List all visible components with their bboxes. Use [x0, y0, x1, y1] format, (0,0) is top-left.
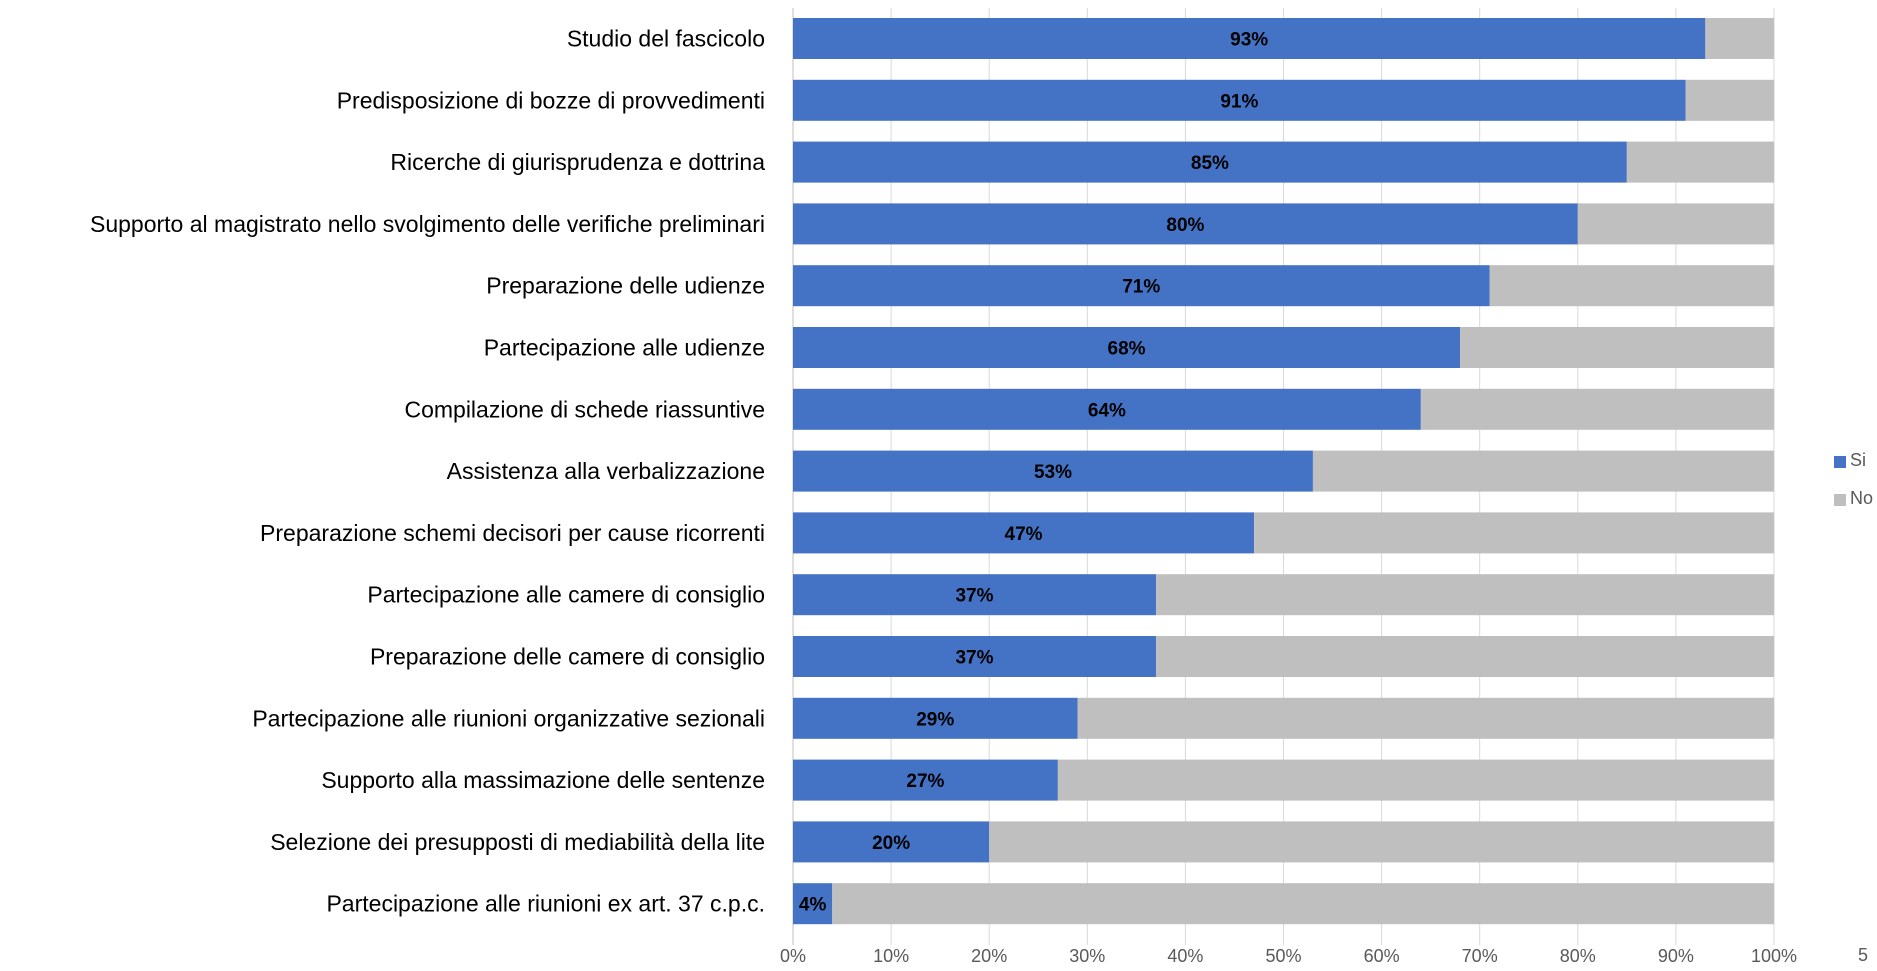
category-label: Preparazione delle udienze: [486, 273, 765, 299]
category-label: Studio del fascicolo: [567, 26, 765, 52]
bar-si: [793, 697, 1078, 739]
bars: [793, 18, 1774, 925]
page-number: 5: [1858, 945, 1868, 965]
bar-no: [1155, 574, 1774, 616]
x-tick-label: 50%: [1265, 946, 1301, 966]
bar-no: [1460, 327, 1774, 368]
category-label: Supporto al magistrato nello svolgimento…: [90, 211, 765, 237]
x-axis-ticks: 0% 10% 20% 30% 40% 50% 60% 70% 80% 90% 100%: [780, 946, 1797, 966]
data-label-si: 85%: [1191, 153, 1229, 174]
bar-si: [793, 512, 1255, 554]
data-label-si: 37%: [955, 648, 993, 669]
x-tick-label: 30%: [1069, 946, 1105, 966]
category-label: Predisposizione di bozze di provvediment…: [337, 87, 765, 113]
category-label: Partecipazione alle camere di consiglio: [367, 582, 765, 608]
data-label-si: 91%: [1220, 91, 1258, 112]
bar-si: [793, 203, 1578, 245]
legend-label: Si: [1850, 450, 1866, 470]
legend-swatch: [1834, 494, 1846, 506]
x-tick-label: 80%: [1560, 946, 1596, 966]
legend-swatch: [1834, 456, 1846, 468]
legend-label: No: [1850, 488, 1873, 508]
bar-no: [1254, 512, 1774, 554]
data-label-si: 47%: [1005, 524, 1043, 545]
data-labels: 93% 91% 85% 80% 71% 68% 64% 53% 47% 37% 37% 29% 27% 2…: [799, 30, 1268, 916]
data-label-si: 64%: [1088, 400, 1126, 421]
bar-no: [1489, 265, 1774, 307]
bar-no: [1312, 450, 1774, 492]
data-label-si: 80%: [1166, 215, 1204, 236]
bar-si: [793, 574, 1156, 616]
bar-si: [793, 388, 1421, 430]
x-tick-label: 20%: [971, 946, 1007, 966]
bar-si: [793, 883, 833, 925]
category-label: Preparazione schemi decisori per cause r…: [260, 520, 765, 546]
bar-no: [1577, 203, 1774, 245]
x-tick-label: 100%: [1751, 946, 1797, 966]
x-tick-label: 90%: [1658, 946, 1694, 966]
bar-si: [793, 821, 990, 863]
bar-no: [1057, 759, 1774, 801]
bar-no: [1626, 141, 1774, 183]
category-label: Supporto alla massimazione delle sentenz…: [321, 767, 765, 793]
data-label-si: 29%: [916, 709, 954, 730]
x-tick-label: 0%: [780, 946, 806, 966]
data-label-si: 20%: [872, 833, 910, 854]
category-label: Assistenza alla verbalizzazione: [447, 458, 765, 484]
bar-si: [793, 141, 1627, 183]
bar-no: [1420, 388, 1774, 430]
data-label-si: 4%: [799, 895, 827, 916]
category-label: Preparazione delle camere di consiglio: [370, 644, 765, 670]
legend: Si No: [1834, 450, 1873, 508]
bar-si: [793, 450, 1313, 492]
data-label-si: 68%: [1108, 339, 1146, 360]
data-label-si: 37%: [955, 586, 993, 607]
category-labels: Studio del fascicolo Predisposizione di b…: [90, 26, 765, 917]
x-tick-label: 60%: [1364, 946, 1400, 966]
bar-no: [832, 883, 1774, 925]
bar-no: [1705, 18, 1774, 59]
x-tick-label: 40%: [1167, 946, 1203, 966]
bar-si: [793, 265, 1490, 307]
bar-si: [793, 759, 1058, 801]
x-tick-label: 10%: [873, 946, 909, 966]
category-label: Partecipazione alle riunioni organizzati…: [252, 705, 765, 731]
bar-si: [793, 327, 1461, 368]
bar-no: [1155, 636, 1774, 677]
bar-si: [793, 636, 1156, 677]
x-tick-label: 70%: [1462, 946, 1498, 966]
bar-si: [793, 79, 1686, 121]
category-label: Compilazione di schede riassuntive: [404, 396, 765, 422]
data-label-si: 27%: [906, 771, 944, 792]
bar-si: [793, 18, 1706, 59]
data-label-si: 93%: [1230, 30, 1268, 51]
category-label: Selezione dei presupposti di mediabilità…: [270, 829, 765, 855]
category-label: Partecipazione alle udienze: [484, 335, 765, 361]
data-label-si: 53%: [1034, 462, 1072, 483]
category-label: Partecipazione alle riunioni ex art. 37 …: [326, 891, 765, 917]
bar-no: [1077, 697, 1774, 739]
bar-no: [1685, 79, 1774, 121]
category-label: Ricerche di giurisprudenza e dottrina: [390, 149, 765, 175]
data-label-si: 71%: [1122, 277, 1160, 298]
bar-no: [989, 821, 1774, 863]
